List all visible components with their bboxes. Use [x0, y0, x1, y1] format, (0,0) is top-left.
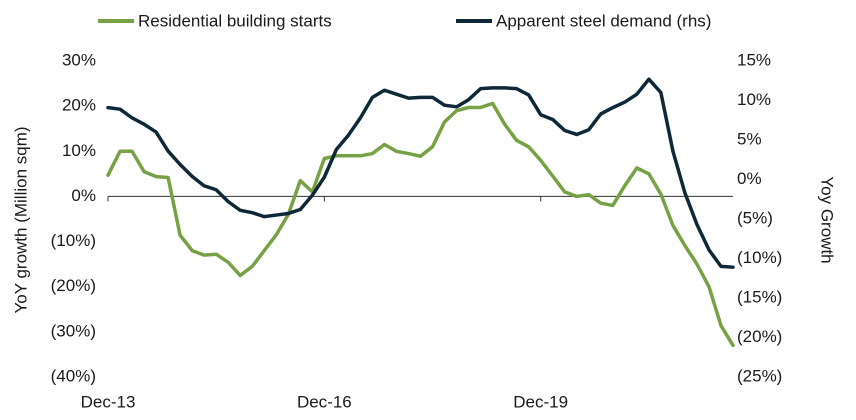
- x-tick-label: Dec-13: [81, 392, 136, 411]
- y-tick-label: (20%): [51, 276, 96, 295]
- series-line: [106, 101, 735, 348]
- y2-tick-label: (5%): [737, 208, 773, 227]
- legend-label: Residential building starts: [138, 11, 332, 30]
- y2-tick-label: (15%): [737, 287, 782, 306]
- x-tick-label: Dec-16: [297, 392, 352, 411]
- y-tick-label: (40%): [51, 366, 96, 385]
- y2-tick-label: 5%: [737, 129, 762, 148]
- y2-axis-title: Yoy Growth: [818, 176, 837, 263]
- y-tick-label: 20%: [62, 96, 96, 115]
- y2-tick-label: (20%): [737, 327, 782, 346]
- y2-tick-label: 0%: [737, 169, 762, 188]
- y-tick-label: (30%): [51, 321, 96, 340]
- y-tick-label: (10%): [51, 231, 96, 250]
- y-axis-title: YoY growth (Million sqm): [11, 126, 30, 313]
- x-tick-label: Dec-19: [513, 392, 568, 411]
- y-tick-label: 0%: [71, 186, 96, 205]
- y2-tick-label: (10%): [737, 248, 782, 267]
- y-tick-label: 30%: [62, 50, 96, 69]
- y2-tick-label: 10%: [737, 90, 771, 109]
- y-tick-label: 10%: [62, 141, 96, 160]
- legend-label: Apparent steel demand (rhs): [496, 11, 711, 30]
- series-line: [106, 77, 735, 269]
- y2-tick-label: (25%): [737, 366, 782, 385]
- y2-tick-label: 15%: [737, 50, 771, 69]
